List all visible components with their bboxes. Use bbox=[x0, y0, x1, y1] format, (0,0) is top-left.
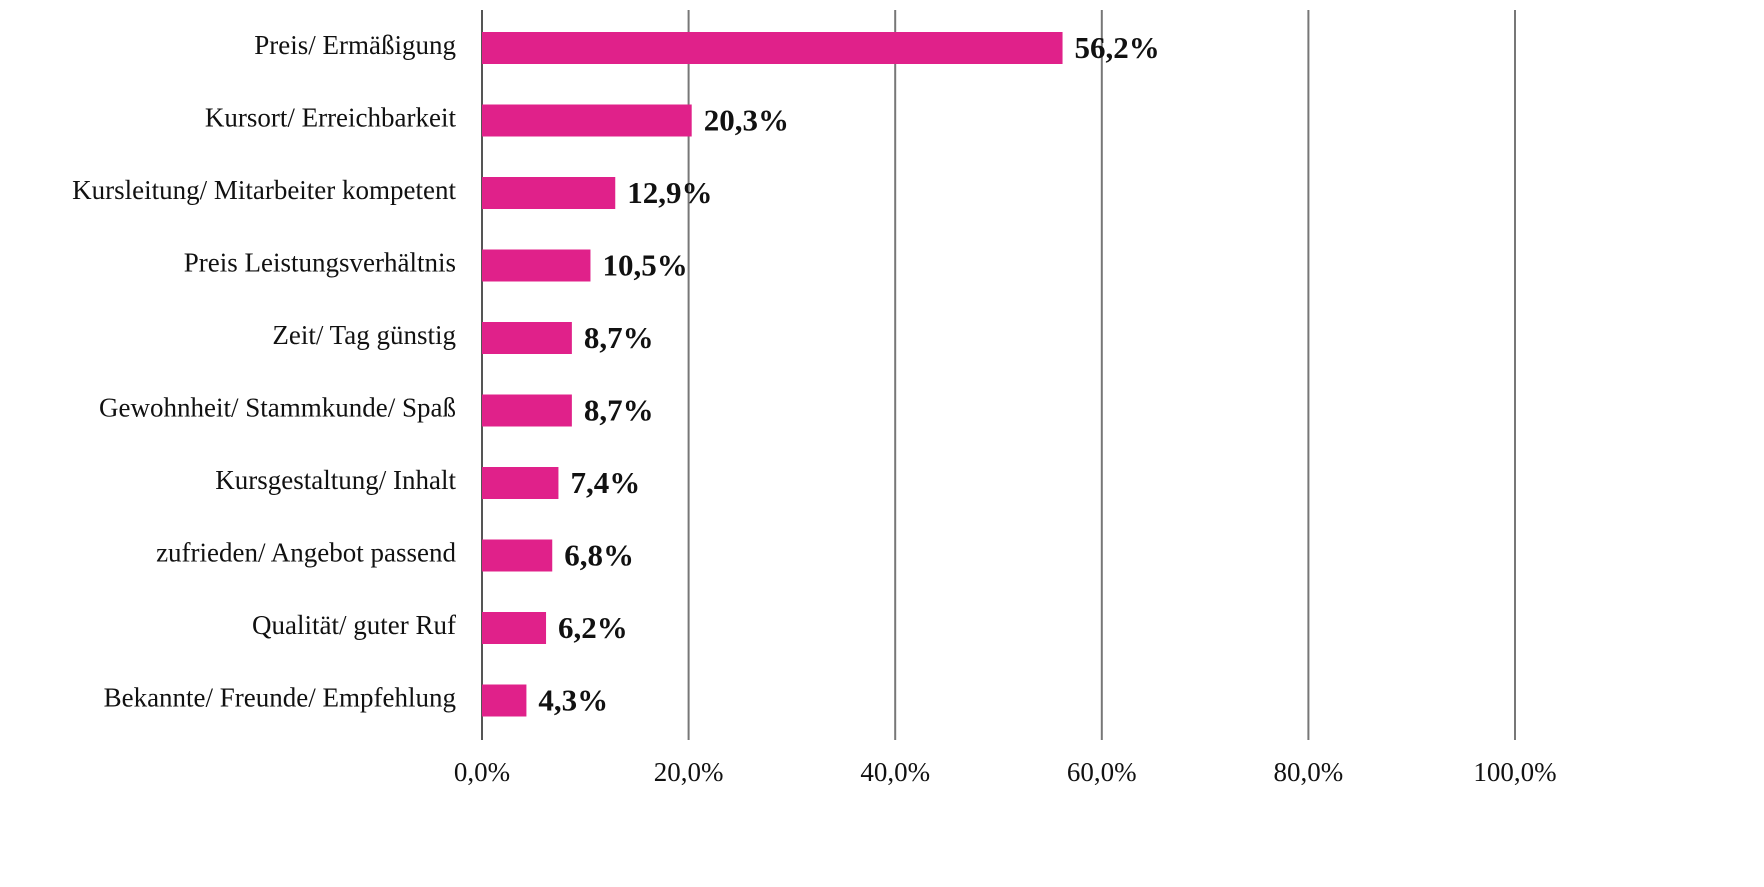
y-tick-label: Bekannte/ Freunde/ Empfehlung bbox=[104, 683, 456, 713]
x-tick-label: 80,0% bbox=[1274, 757, 1344, 787]
y-tick-label: Zeit/ Tag günstig bbox=[272, 320, 456, 350]
bar bbox=[482, 322, 572, 354]
x-tick-label: 0,0% bbox=[454, 757, 510, 787]
value-label: 8,7% bbox=[584, 320, 654, 355]
y-tick-label: Preis/ Ermäßigung bbox=[254, 30, 456, 60]
bar bbox=[482, 612, 547, 644]
bar bbox=[482, 249, 591, 282]
value-label: 6,8% bbox=[564, 538, 634, 573]
y-tick-label: Kursort/ Erreichbarkeit bbox=[205, 103, 457, 133]
bar bbox=[482, 684, 527, 717]
y-tick-label: Gewohnheit/ Stammkunde/ Spaß bbox=[99, 393, 456, 423]
value-label: 10,5% bbox=[602, 248, 687, 283]
bar bbox=[482, 394, 572, 427]
y-tick-label: Kursgestaltung/ Inhalt bbox=[215, 465, 456, 495]
y-tick-label: Qualität/ guter Ruf bbox=[252, 610, 456, 640]
value-label: 4,3% bbox=[538, 683, 608, 718]
value-label: 12,9% bbox=[627, 175, 712, 210]
y-tick-label: Preis Leistungsverhältnis bbox=[184, 248, 456, 278]
value-label: 7,4% bbox=[570, 465, 640, 500]
bar bbox=[482, 104, 692, 137]
value-label: 20,3% bbox=[704, 103, 789, 138]
bar bbox=[482, 177, 616, 209]
y-tick-label: zufrieden/ Angebot passend bbox=[156, 538, 456, 568]
bar bbox=[482, 32, 1063, 64]
value-label: 8,7% bbox=[584, 393, 654, 428]
bar bbox=[482, 467, 559, 499]
x-tick-label: 100,0% bbox=[1473, 757, 1556, 787]
x-tick-label: 20,0% bbox=[654, 757, 724, 787]
x-tick-label: 60,0% bbox=[1067, 757, 1137, 787]
x-tick-label: 40,0% bbox=[860, 757, 930, 787]
bar bbox=[482, 539, 553, 572]
y-tick-label: Kursleitung/ Mitarbeiter kompetent bbox=[72, 175, 456, 205]
value-label: 6,2% bbox=[558, 610, 628, 645]
value-label: 56,2% bbox=[1075, 30, 1160, 65]
